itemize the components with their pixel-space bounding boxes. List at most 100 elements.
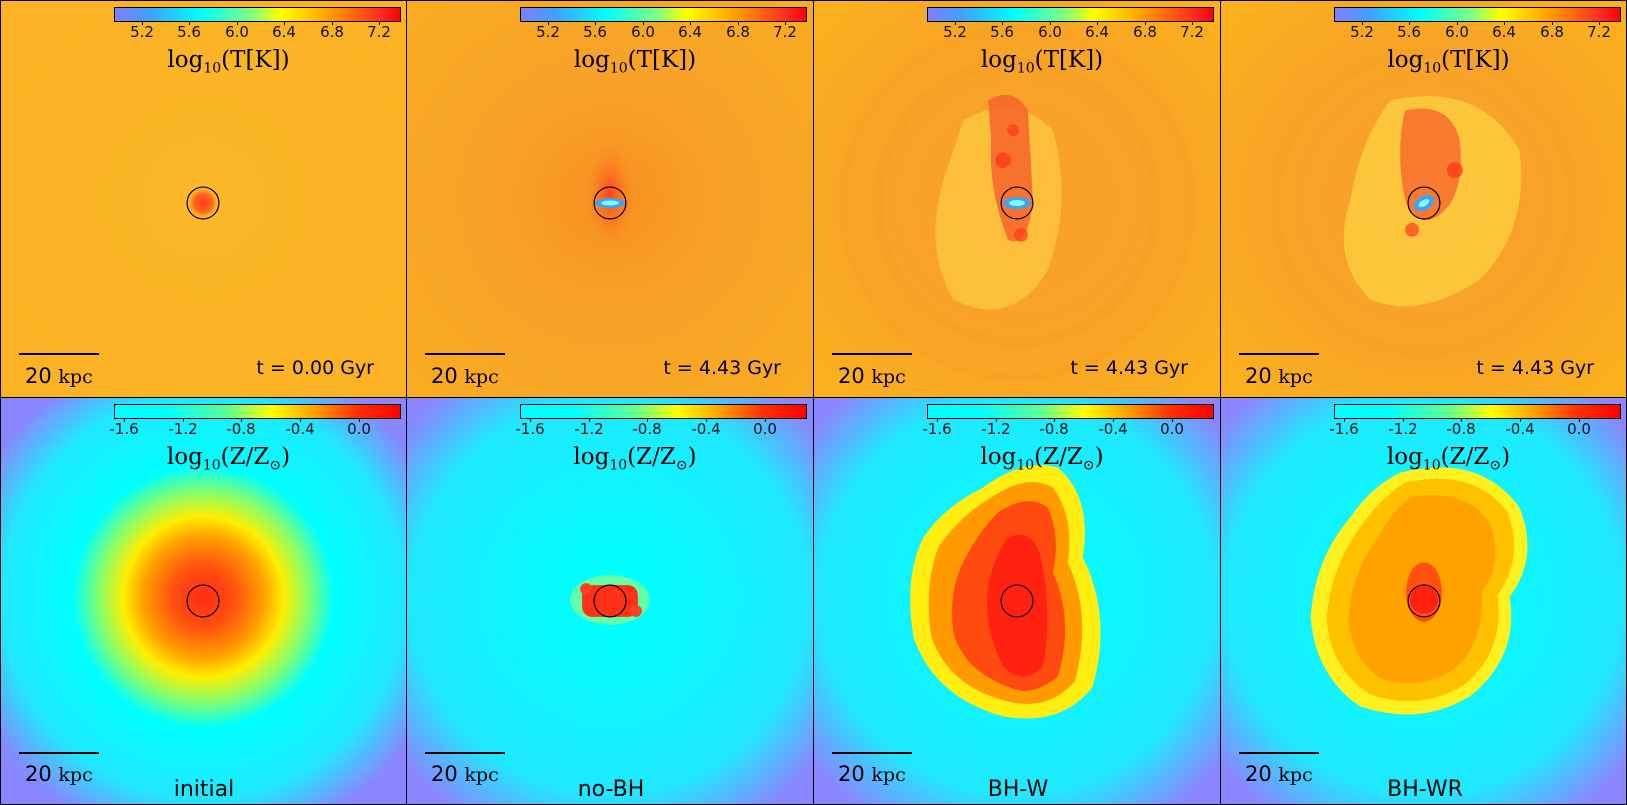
center-circle <box>1000 186 1034 220</box>
colorbar-tick: 0.0 <box>1160 420 1184 438</box>
colorbar-tick: -0.8 <box>1446 420 1476 438</box>
scale-label: 20 kpc <box>25 364 93 388</box>
colorbar-tick: -0.4 <box>1505 420 1535 438</box>
colorbar-tick: 5.6 <box>177 23 201 41</box>
temperature-colorbar: 5.2 5.6 6.0 6.4 6.8 7.2 <box>520 7 807 43</box>
colorbar-tick: -0.4 <box>1098 420 1128 438</box>
temperature-colorbar: 5.2 5.6 6.0 6.4 6.8 7.2 <box>114 7 401 43</box>
scale-bar <box>19 353 99 355</box>
colorbar-gradient <box>1334 7 1621 22</box>
scale-label: 20 kpc <box>431 364 499 388</box>
scale-bar <box>1239 752 1319 754</box>
temperature-panel-bh-wr: 5.2 5.6 6.0 6.4 6.8 7.2 log10(T[K]) 20 k… <box>1220 0 1627 398</box>
colorbar-tick: 6.4 <box>1085 23 1109 41</box>
run-label: initial <box>173 777 235 802</box>
colorbar-label: log10(Z/Z⊙) <box>573 444 697 474</box>
temperature-map <box>814 1 1220 397</box>
time-label: t = 4.43 Gyr <box>1070 357 1188 379</box>
colorbar-gradient <box>927 404 1214 419</box>
center-circle <box>1000 584 1034 618</box>
colorbar-tick: 6.8 <box>320 23 344 41</box>
colorbar-tick: 7.2 <box>1587 23 1611 41</box>
colorbar-tick: 0.0 <box>347 420 371 438</box>
scale-bar <box>425 353 505 355</box>
temperature-panel-no-bh: 5.2 5.6 6.0 6.4 6.8 7.2 log10(T[K]) 20 k… <box>406 0 814 398</box>
run-label: BH-WR <box>1387 777 1463 802</box>
colorbar-tick: 6.4 <box>678 23 702 41</box>
colorbar-tick: 5.2 <box>536 23 560 41</box>
run-label: no-BH <box>577 777 645 802</box>
colorbar-tick: 6.8 <box>726 23 750 41</box>
colorbar-gradient <box>927 7 1214 22</box>
colorbar-tick: 6.4 <box>1492 23 1516 41</box>
colorbar-tick: -1.6 <box>1329 420 1359 438</box>
scale-label: 20 kpc <box>838 762 906 786</box>
metallicity-colorbar: -1.6 -1.2 -0.8 -0.4 0.0 <box>109 404 401 440</box>
time-label: t = 0.00 Gyr <box>256 357 374 379</box>
center-circle <box>186 584 220 618</box>
colorbar-tick: 5.6 <box>1397 23 1421 41</box>
scale-bar <box>425 752 505 754</box>
metallicity-panel-bh-w: -1.6 -1.2 -0.8 -0.4 0.0 log10(Z/Z⊙) 20 k… <box>813 397 1221 805</box>
temperature-map <box>1 1 406 397</box>
colorbar-tick: 6.0 <box>631 23 655 41</box>
metallicity-panel-bh-wr: -1.6 -1.2 -0.8 -0.4 0.0 log10(Z/Z⊙) 20 k… <box>1220 397 1627 805</box>
colorbar-tick: 6.4 <box>272 23 296 41</box>
colorbar-tick: 0.0 <box>753 420 777 438</box>
temperature-map <box>1221 1 1626 397</box>
colorbar-label: log10(T[K]) <box>573 47 697 77</box>
colorbar-label: log10(Z/Z⊙) <box>980 444 1104 474</box>
scale-label: 20 kpc <box>25 762 93 786</box>
temperature-panel-initial: 5.2 5.6 6.0 6.4 6.8 7.2 log10(T[K]) 20 k… <box>0 0 407 398</box>
scale-label: 20 kpc <box>838 364 906 388</box>
colorbar-tick: 5.2 <box>1350 23 1374 41</box>
colorbar-tick: 5.2 <box>943 23 967 41</box>
scale-label: 20 kpc <box>1245 762 1313 786</box>
metallicity-map <box>407 398 813 804</box>
colorbar-label: log10(Z/Z⊙) <box>1386 444 1511 474</box>
metallicity-colorbar: -1.6 -1.2 -0.8 -0.4 0.0 <box>1329 404 1621 440</box>
center-circle <box>186 186 220 220</box>
colorbar-tick: -0.4 <box>691 420 721 438</box>
colorbar-gradient <box>114 7 401 22</box>
colorbar-tick: 5.2 <box>130 23 154 41</box>
colorbar-tick: -0.8 <box>632 420 662 438</box>
metallicity-colorbar: -1.6 -1.2 -0.8 -0.4 0.0 <box>515 404 807 440</box>
scale-bar <box>1239 353 1319 355</box>
colorbar-gradient <box>1334 404 1621 419</box>
colorbar-tick: 0.0 <box>1567 420 1591 438</box>
colorbar-tick: 6.0 <box>1445 23 1469 41</box>
colorbar-gradient <box>114 404 401 419</box>
colorbar-tick: 7.2 <box>1180 23 1204 41</box>
scale-bar <box>832 353 912 355</box>
time-label: t = 4.43 Gyr <box>1476 357 1594 379</box>
colorbar-label: log10(T[K]) <box>980 47 1104 77</box>
colorbar-tick: 7.2 <box>773 23 797 41</box>
temperature-panel-bh-w: 5.2 5.6 6.0 6.4 6.8 7.2 log10(T[K]) 20 k… <box>813 0 1221 398</box>
colorbar-tick: 6.0 <box>1038 23 1062 41</box>
colorbar-label: log10(Z/Z⊙) <box>166 444 291 474</box>
colorbar-tick: 5.6 <box>583 23 607 41</box>
scale-bar <box>832 752 912 754</box>
colorbar-tick: 5.6 <box>990 23 1014 41</box>
center-circle <box>1407 186 1441 220</box>
center-circle <box>593 584 627 618</box>
colorbar-gradient <box>520 7 807 22</box>
colorbar-tick: 6.8 <box>1133 23 1157 41</box>
colorbar-tick: -1.2 <box>981 420 1011 438</box>
colorbar-tick: -0.4 <box>285 420 315 438</box>
center-circle <box>593 186 627 220</box>
metallicity-panel-no-bh: -1.6 -1.2 -0.8 -0.4 0.0 log10(Z/Z⊙) 20 k… <box>406 397 814 805</box>
colorbar-tick: -1.6 <box>109 420 139 438</box>
temperature-colorbar: 5.2 5.6 6.0 6.4 6.8 7.2 <box>927 7 1214 43</box>
scale-label: 20 kpc <box>431 762 499 786</box>
metallicity-panel-initial: -1.6 -1.2 -0.8 -0.4 0.0 log10(Z/Z⊙) 20 k… <box>0 397 407 805</box>
colorbar-gradient <box>520 404 807 419</box>
scale-bar <box>19 752 99 754</box>
colorbar-tick: -0.8 <box>226 420 256 438</box>
run-label: BH-W <box>987 777 1049 802</box>
colorbar-tick: -1.2 <box>168 420 198 438</box>
colorbar-label: log10(T[K]) <box>1387 47 1510 77</box>
colorbar-tick: -0.8 <box>1039 420 1069 438</box>
